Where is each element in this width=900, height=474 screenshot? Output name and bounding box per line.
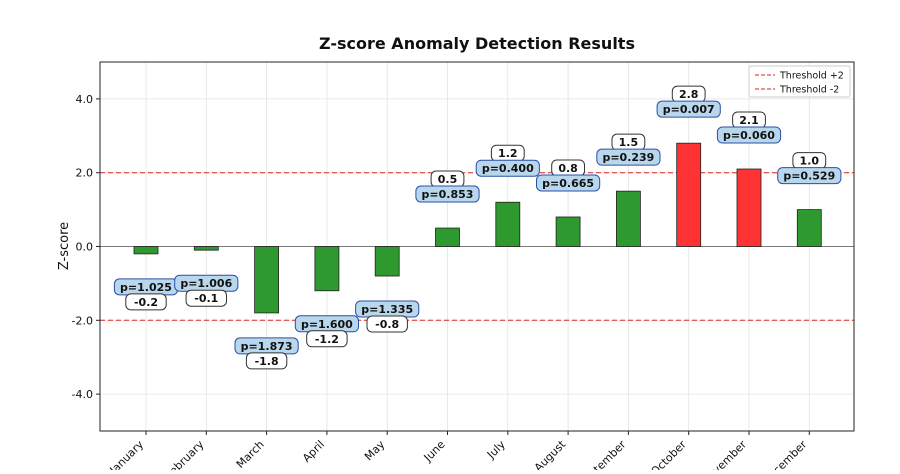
- p-value-label: p=0.239: [602, 151, 654, 164]
- chart-title: Z-score Anomaly Detection Results: [319, 34, 635, 53]
- p-value-label-box: [415, 185, 480, 203]
- y-axis-label: Z-score: [57, 222, 72, 270]
- x-tick-label: April: [300, 438, 327, 465]
- y-tick-label: -2.0: [72, 314, 93, 327]
- legend-label: Threshold -2: [779, 85, 839, 96]
- p-value-label: p=0.060: [723, 129, 775, 142]
- p-value-label: p=1.600: [301, 318, 353, 331]
- value-label: 1.5: [619, 136, 639, 149]
- bar: [736, 168, 762, 247]
- x-tick-label: November: [699, 438, 749, 470]
- value-label-box: [185, 289, 228, 307]
- bar: [435, 227, 460, 247]
- p-value-label: p=1.006: [180, 277, 232, 290]
- p-value-label-box: [656, 100, 721, 118]
- bar: [555, 216, 581, 247]
- x-tick-label: September: [576, 438, 629, 470]
- p-value-label-box: [716, 126, 782, 144]
- p-value-label: p=1.335: [361, 303, 413, 316]
- value-label: -1.2: [315, 333, 339, 346]
- plot-area: p=1.025 -0.2 p=1.006 -0.1 p=1.873 -1.8 p=1.600…: [72, 61, 855, 474]
- p-value-label-box: [475, 159, 540, 177]
- value-label-box: [125, 293, 167, 311]
- value-label-box: [366, 315, 408, 333]
- value-label: -0.8: [375, 318, 399, 331]
- p-value-label: p=0.529: [783, 170, 835, 183]
- value-label-box: [306, 330, 348, 348]
- y-tick-label: 0.0: [76, 241, 94, 254]
- value-label: 0.5: [438, 173, 458, 186]
- p-value-label: p=0.853: [422, 188, 474, 201]
- p-value-label-box: [536, 174, 601, 192]
- p-value-label: p=1.873: [241, 340, 293, 353]
- value-label: -0.2: [134, 296, 158, 309]
- x-tick-label: December: [760, 438, 810, 470]
- bar: [314, 246, 340, 292]
- value-label: 2.1: [739, 114, 759, 127]
- value-label-box: [245, 352, 288, 370]
- x-tick-label: February: [163, 438, 207, 470]
- bar: [616, 190, 641, 247]
- bar: [676, 142, 702, 247]
- x-tick-label: October: [648, 438, 689, 470]
- p-value-label: p=0.400: [482, 162, 534, 175]
- bar: [133, 246, 159, 255]
- x-tick-label: July: [484, 438, 508, 462]
- y-tick-label: 2.0: [76, 167, 94, 180]
- x-tick-label: January: [107, 438, 147, 470]
- bar: [254, 246, 280, 314]
- y-tick-label: -4.0: [72, 388, 93, 401]
- value-label: -0.1: [194, 292, 218, 305]
- p-value-label: p=1.025: [120, 281, 172, 294]
- x-tick-label: March: [234, 438, 267, 470]
- x-tick-label: June: [421, 438, 448, 465]
- legend-label: Threshold +2: [779, 71, 844, 82]
- value-label: 1.0: [800, 155, 820, 168]
- p-value-label-box: [777, 167, 842, 185]
- bar: [796, 209, 822, 247]
- bar: [374, 246, 400, 277]
- bar: [193, 246, 219, 251]
- x-tick-label: May: [362, 438, 388, 464]
- p-value-label-box: [596, 148, 661, 166]
- value-label: 2.8: [679, 88, 699, 101]
- y-tick-label: 4.0: [76, 93, 94, 106]
- x-tick-label: August: [532, 437, 569, 470]
- value-label: -1.8: [255, 355, 279, 368]
- p-value-label: p=0.665: [542, 177, 594, 190]
- p-value-label: p=0.007: [663, 103, 715, 116]
- bar: [495, 201, 521, 247]
- value-label: 0.8: [558, 162, 578, 175]
- value-label: 1.2: [498, 147, 518, 160]
